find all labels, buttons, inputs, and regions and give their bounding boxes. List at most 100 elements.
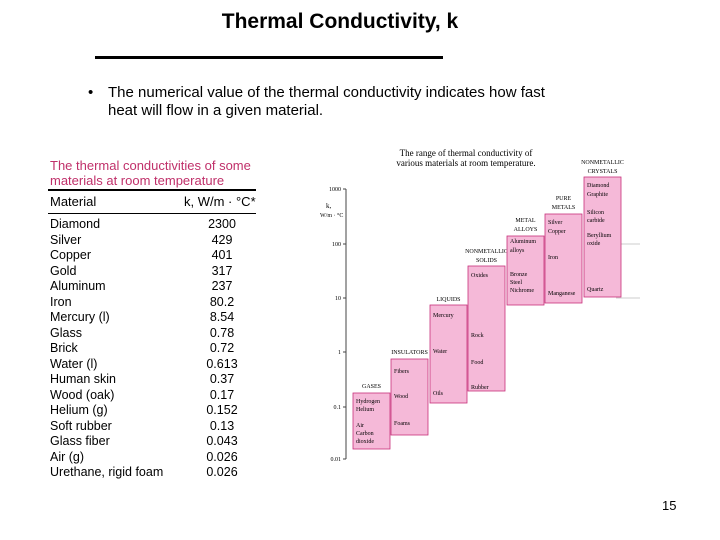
category-heading: INSULATORS: [391, 350, 428, 356]
category-group: METAL ALLOYS Aluminum alloys Bronze Steel Nich…: [506, 218, 545, 306]
category-heading: CRYSTALS: [588, 169, 618, 175]
category-item: Aluminum: [510, 239, 536, 245]
page-number: 15: [662, 498, 677, 513]
row-k-value: 317: [211, 263, 233, 278]
row-material: Silver: [50, 232, 82, 247]
table-row: Glass 0.78: [50, 326, 256, 342]
category-item: Iron: [548, 255, 558, 261]
category-item: Steel: [510, 280, 522, 286]
table-row: Diamond 2300: [50, 217, 256, 233]
title-underline: [95, 56, 443, 59]
category-item: Silicon: [587, 210, 604, 216]
row-k-value: 0.13: [209, 418, 235, 433]
table-row: Aluminum 237: [50, 279, 256, 295]
category-item: Hydrogen: [356, 399, 380, 405]
table-caption-line1: The thermal conductivities of some: [50, 158, 251, 173]
table-row: Silver 429: [50, 233, 256, 249]
category-group: LIQUIDS Mercury Water Oils: [429, 297, 468, 404]
category-item: alloys: [510, 248, 525, 254]
row-k-value: 237: [211, 279, 233, 293]
row-k-value: 8.54: [209, 310, 235, 324]
table-caption-line2: materials at room temperature: [50, 173, 225, 188]
category-heading: NONMETALLIC: [581, 160, 624, 166]
row-material: Diamond: [50, 217, 101, 231]
table-row: Helium (g) 0.152: [50, 403, 256, 419]
axis-tick-label: 1: [338, 350, 341, 356]
category-item: Rock: [471, 333, 484, 339]
table-row: Gold 317: [50, 264, 256, 280]
category-item: Water: [433, 349, 447, 355]
category-item: Quartz: [587, 287, 604, 293]
row-k-value: 0.026: [206, 465, 238, 479]
table-header-k: k, W/m · °C*: [184, 194, 256, 209]
category-item: Carbon: [356, 431, 374, 437]
row-k-value: 0.613: [206, 356, 238, 371]
category-item: Nichrome: [510, 288, 534, 294]
table-row: Urethane, rigid foam 0.026: [50, 465, 256, 481]
slide-title: Thermal Conductivity, k: [221, 10, 459, 33]
category-item: Beryllium: [587, 233, 612, 239]
category-range-bar: [583, 176, 622, 298]
category-range-bar: [506, 235, 545, 306]
table-row: Air (g) 0.026: [50, 450, 256, 466]
category-range-bar: [467, 265, 506, 392]
table-row: Glass fiber 0.043: [50, 434, 256, 450]
table-header-material: Material: [50, 194, 97, 209]
category-item: dioxide: [356, 439, 374, 445]
row-material: Helium (g): [50, 403, 108, 417]
row-material: Copper: [50, 248, 91, 262]
axis-label-line2: W/m · °C: [320, 212, 343, 219]
category-heading: LIQUIDS: [437, 297, 461, 303]
row-k-value: 0.72: [209, 341, 235, 355]
conductivity-range-figure: The range of thermal conductivity of var…: [320, 148, 640, 463]
row-material: Glass: [50, 325, 82, 340]
row-material: Soft rubber: [50, 418, 112, 433]
row-k-value: 429: [211, 232, 233, 247]
category-group: GASES Hydrogen Helium Air Carbon dioxide: [352, 384, 391, 450]
category-item: Foams: [394, 421, 411, 427]
row-k-value: 0.043: [206, 434, 238, 448]
category-heading: PURE: [556, 196, 572, 202]
category-heading: SOLIDS: [476, 258, 497, 264]
row-k-value: 2300: [208, 217, 236, 231]
row-k-value: 80.2: [209, 294, 235, 309]
category-group: NONMETALLIC CRYSTALS Diamond Graphite Silico…: [581, 160, 624, 298]
figure-title-line2: various materials at room temperature.: [396, 158, 535, 168]
category-item: Oils: [433, 391, 444, 397]
category-item: carbide: [587, 218, 605, 224]
axis-tick-label: 10: [335, 296, 341, 302]
row-material: Mercury (l): [50, 310, 110, 324]
bullet-icon: •: [88, 84, 94, 101]
figure-title-line1: The range of thermal conductivity of: [400, 148, 533, 158]
category-item: Oxides: [471, 273, 489, 279]
category-range-bar: [352, 392, 391, 450]
category-item: Helium: [356, 407, 374, 413]
category-item: Mercury: [433, 313, 454, 319]
category-item: Manganese: [548, 291, 576, 297]
table-row: Iron 80.2: [50, 295, 256, 311]
table-row: Wood (oak) 0.17: [50, 388, 256, 404]
category-item: Diamond: [587, 183, 609, 189]
category-range-bar: [390, 358, 429, 436]
category-range-bar: [544, 213, 583, 304]
category-heading: METAL: [515, 218, 536, 224]
category-item: Silver: [548, 220, 562, 226]
row-material: Gold: [50, 263, 77, 278]
row-k-value: 0.78: [209, 325, 235, 340]
category-item: Wood: [394, 394, 408, 400]
row-material: Brick: [50, 341, 78, 355]
category-item: oxide: [587, 241, 601, 247]
category-item: Rubber: [471, 385, 489, 391]
axis-tick-label: 0.01: [331, 457, 342, 463]
table-header-rule: [48, 213, 256, 214]
row-material: Human skin: [50, 372, 116, 386]
category-group: NONMETALLIC SOLIDS Oxides Rock Food Rubber: [465, 249, 508, 392]
category-item: Food: [471, 360, 483, 366]
axis-label-line1: k,: [326, 202, 332, 210]
row-k-value: 0.152: [206, 403, 238, 417]
table-row: Human skin 0.37: [50, 372, 256, 388]
row-material: Aluminum: [50, 279, 106, 293]
category-heading: GASES: [362, 384, 381, 390]
category-item: Air: [356, 423, 364, 429]
table-row: Mercury (l) 8.54: [50, 310, 256, 326]
